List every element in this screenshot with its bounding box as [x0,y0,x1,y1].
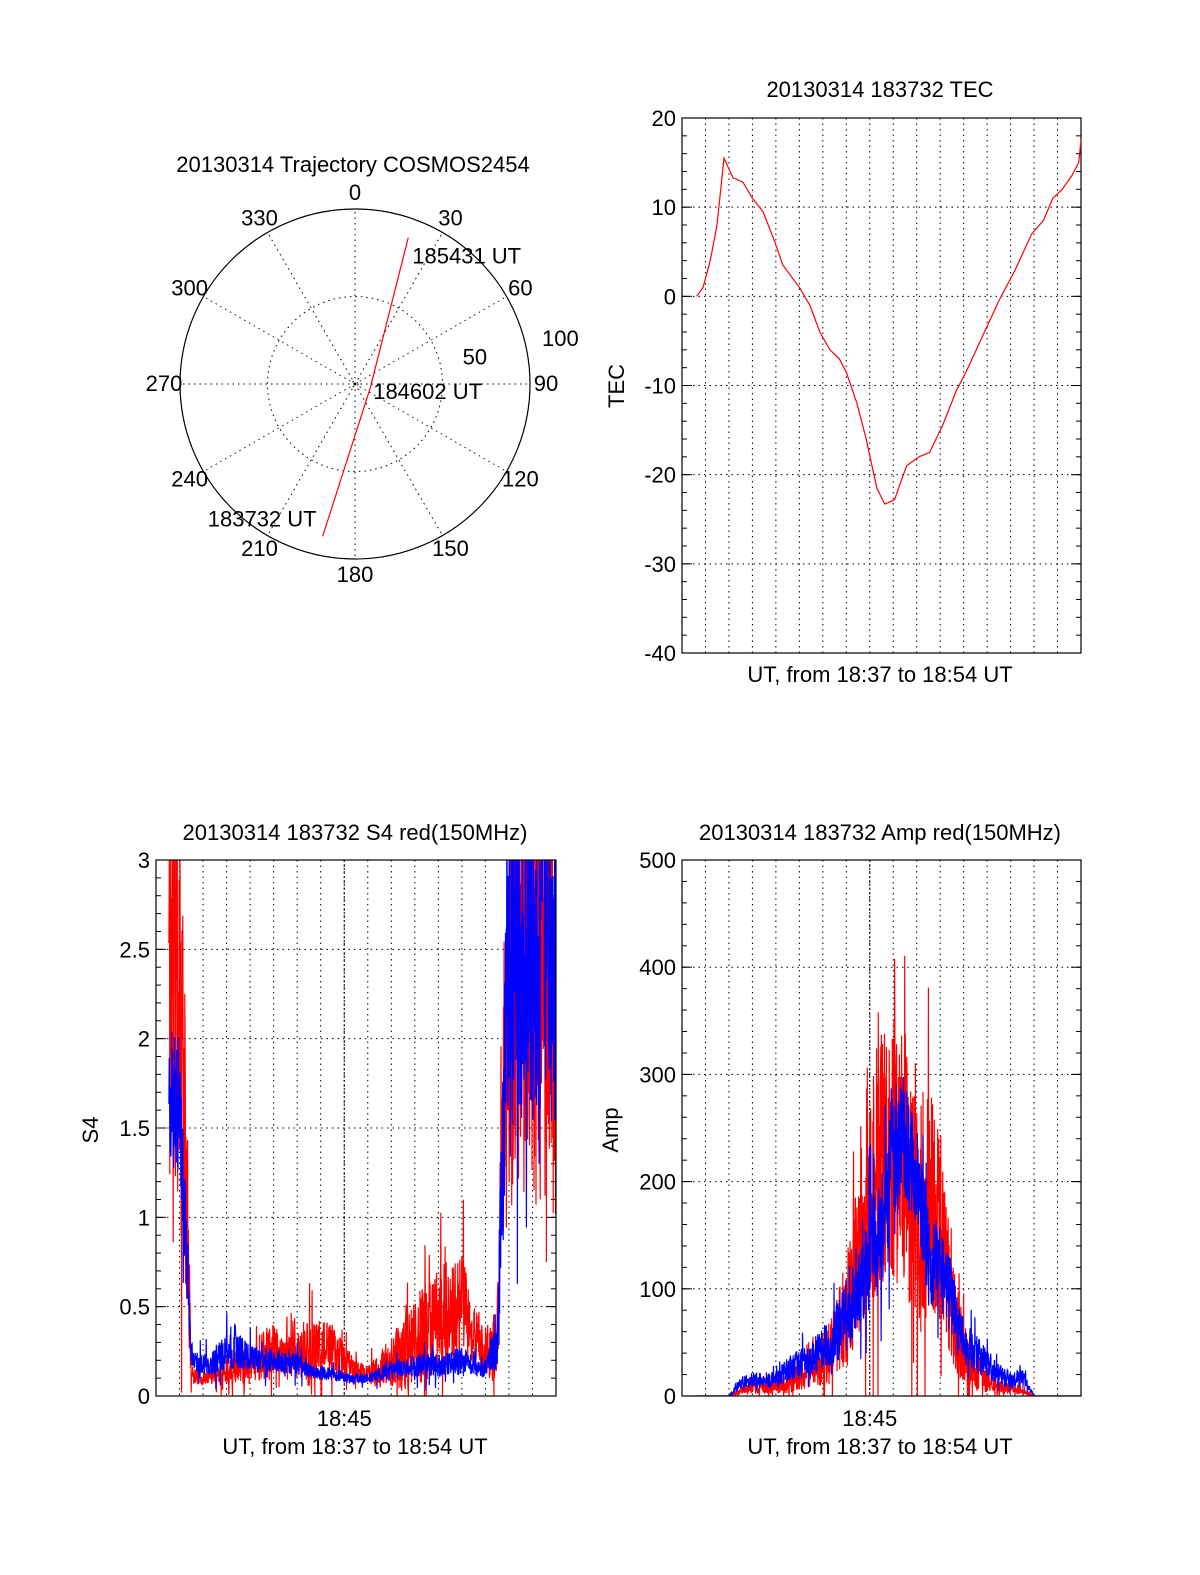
polar-ring [179,208,531,560]
amp-y-tick-label: 0 [664,1384,676,1409]
tec-y-tick-label: -40 [644,641,676,666]
tec-title: 20130314 183732 TEC [766,77,993,102]
amp-series-red [694,955,1081,1396]
polar-radial-label: 50 [463,344,487,369]
tec-xlabel: UT, from 18:37 to 18:54 UT [747,662,1012,687]
trajectory-time-label: 185431 UT [412,244,521,269]
trajectory-time-label: 184602 UT [373,379,482,404]
s4-y-tick-label: 1.5 [119,1116,150,1141]
tec-y-tick-label: 20 [652,106,676,131]
polar-ring [267,296,443,472]
polar-angle-label: 0 [349,180,361,205]
trajectory-line [322,237,409,537]
polar-angle-label: 210 [241,536,278,561]
amp-axes-frame [681,859,1082,1397]
amp-plot: 20130314 183732 Amp red(150MHz) UT, from… [598,820,1082,1459]
tec-plot: 20130314 183732 TEC UT, from 18:37 to 18… [604,77,1082,687]
polar-angle-label: 30 [438,205,462,230]
tec-y-tick-label: -10 [644,374,676,399]
s4-ylabel: S4 [78,1117,103,1144]
s4-x-tick-label: 18:45 [317,1406,372,1431]
s4-plot: 20130314 183732 S4 red(150MHz) UT, from … [78,820,557,1459]
amp-y-tick-label: 200 [639,1170,676,1195]
amp-xlabel: UT, from 18:37 to 18:54 UT [747,1434,1012,1459]
polar-tick-labels: 50 100 0 30 60 90 120 150 180 210 240 270 300 330 [146,180,579,587]
s4-y-tick-label: 0 [138,1384,150,1409]
amp-ylabel: Amp [598,1107,623,1152]
polar-title: 20130314 Trajectory COSMOS2454 [176,152,529,177]
polar-angle-label: 270 [146,371,183,396]
trajectory-time-label: 183732 UT [208,506,317,531]
tec-y-tick-label: -20 [644,463,676,488]
amp-y-tick-label: 100 [639,1277,676,1302]
s4-y-tick-label: 2.5 [119,937,150,962]
tec-y-tick-label: -30 [644,552,676,577]
s4-title: 20130314 183732 S4 red(150MHz) [183,820,528,845]
s4-y-tick-label: 0.5 [119,1295,150,1320]
tec-ylabel: TEC [604,364,629,408]
s4-y-tick-label: 3 [138,848,150,873]
s4-y-tick-label: 1 [138,1205,150,1230]
amp-title: 20130314 183732 Amp red(150MHz) [699,820,1061,845]
polar-trajectory: 183732 UT 184602 UT 185431 UT [208,237,521,537]
trajectory-polar-plot: 20130314 Trajectory COSMOS2454 50 100 0 30 6… [146,152,579,587]
polar-angle-label: 60 [508,275,532,300]
s4-axes-frame [155,859,557,1397]
polar-center [351,380,359,388]
amp-y-tick-label: 400 [639,955,676,980]
amp-x-tick-label: 18:45 [842,1406,897,1431]
amp-y-tick-label: 500 [639,848,676,873]
tec-y-tick-label: 0 [664,284,676,309]
s4-xlabel: UT, from 18:37 to 18:54 UT [222,1434,487,1459]
polar-angle-label: 180 [337,562,374,587]
polar-angle-label: 330 [241,205,278,230]
s4-series-blue [168,860,556,1391]
amp-series-blue [694,1076,1081,1396]
s4-y-tick-label: 2 [138,1027,150,1052]
polar-grid [179,208,531,560]
polar-angle-label: 240 [171,466,208,491]
amp-y-tick-label: 300 [639,1062,676,1087]
polar-angle-label: 300 [171,275,208,300]
polar-angle-label: 90 [534,371,558,396]
polar-angle-label: 120 [502,466,539,491]
polar-angle-label: 150 [432,536,469,561]
tec-line [696,140,1082,505]
tec-y-tick-label: 10 [652,195,676,220]
tec-axes-frame [681,117,1082,654]
polar-radial-label: 100 [542,326,579,351]
tec-grid [682,117,1081,654]
